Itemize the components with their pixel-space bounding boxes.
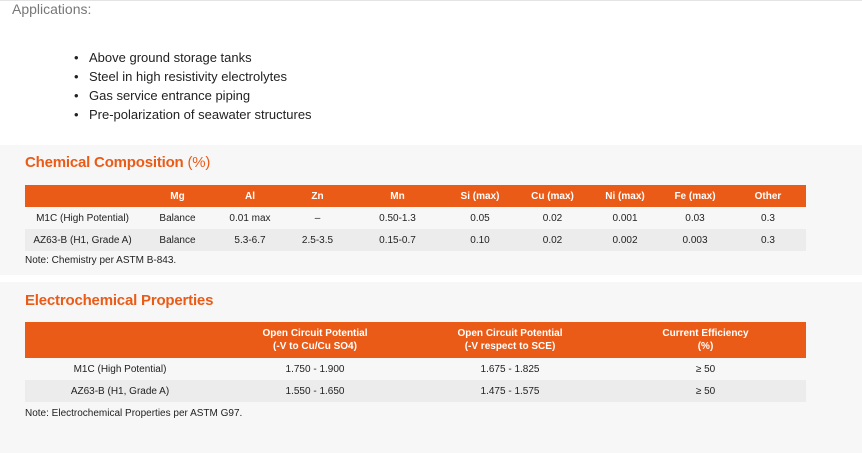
list-item: Pre-polarization of seawater structures [73,105,312,124]
top-divider [0,0,862,1]
list-item: Above ground storage tanks [73,48,312,67]
section-title: Electrochemical Properties [25,292,214,309]
electrochemical-properties-table: Open Circuit Potential (-V to Cu/Cu SO4)… [25,322,806,402]
table-row: AZ63-B (H1, Grade A) 1.550 - 1.650 1.475… [25,380,806,402]
electrochemical-note: Note: Electrochemical Properties per AST… [25,408,243,419]
table-cell: 1.675 - 1.825 [415,358,605,380]
column-header: Ni (max) [590,185,660,207]
column-header [25,185,140,207]
table-header-row: Open Circuit Potential (-V to Cu/Cu SO4)… [25,322,806,358]
column-header: Al [215,185,285,207]
column-header [25,322,215,358]
chemical-title-text: Chemical Composition [25,154,184,171]
table-cell: 0.05 [445,207,515,229]
column-header: Open Circuit Potential (-V respect to SC… [415,322,605,358]
table-cell: Balance [140,207,215,229]
column-header-line: Open Circuit Potential [457,328,563,339]
table-cell: 0.03 [660,207,730,229]
table-cell: 0.01 max [215,207,285,229]
electrochemical-properties-section: Electrochemical Properties Open Circuit … [0,282,862,453]
column-header-line: (%) [697,341,714,352]
table-cell: 0.02 [515,229,590,251]
table-cell: ≥ 50 [605,380,806,402]
table-cell: 0.15-0.7 [350,229,445,251]
table-cell: 0.001 [590,207,660,229]
column-header: Zn [285,185,350,207]
table-row: M1C (High Potential) 1.750 - 1.900 1.675… [25,358,806,380]
chemical-note: Note: Chemistry per ASTM B-843. [25,255,177,266]
applications-list: Above ground storage tanks Steel in high… [73,48,312,124]
column-header: Fe (max) [660,185,730,207]
column-header-line: (-V to Cu/Cu SO4) [273,341,357,352]
table-row: M1C (High Potential) Balance 0.01 max – … [25,207,806,229]
list-item: Steel in high resistivity electrolytes [73,67,312,86]
column-header-line: Current Efficiency [662,328,749,339]
table-cell: 0.02 [515,207,590,229]
table-cell: 1.550 - 1.650 [215,380,415,402]
table-cell: 1.475 - 1.575 [415,380,605,402]
column-header-line: Open Circuit Potential [262,328,368,339]
column-header: Cu (max) [515,185,590,207]
column-header: Current Efficiency (%) [605,322,806,358]
column-header: Other [730,185,806,207]
table-cell: AZ63-B (H1, Grade A) [25,380,215,402]
chemical-composition-table: Mg Al Zn Mn Si (max) Cu (max) Ni (max) F… [25,185,806,251]
applications-label: Applications: [12,1,92,17]
table-row: AZ63-B (H1, Grade A) Balance 5.3-6.7 2.5… [25,229,806,251]
column-header: Open Circuit Potential (-V to Cu/Cu SO4) [215,322,415,358]
table-cell: 2.5-3.5 [285,229,350,251]
table-cell: 0.50-1.3 [350,207,445,229]
table-cell: AZ63-B (H1, Grade A) [25,229,140,251]
list-item: Gas service entrance piping [73,86,312,105]
column-header: Mn [350,185,445,207]
table-cell: M1C (High Potential) [25,207,140,229]
table-cell: ≥ 50 [605,358,806,380]
chemical-composition-section: Chemical Composition (%) Mg Al Zn Mn Si … [0,145,862,275]
table-cell: M1C (High Potential) [25,358,215,380]
table-cell: 0.002 [590,229,660,251]
table-cell: 0.3 [730,207,806,229]
chemical-title-unit: (%) [187,154,211,171]
table-cell: 5.3-6.7 [215,229,285,251]
table-header-row: Mg Al Zn Mn Si (max) Cu (max) Ni (max) F… [25,185,806,207]
section-title: Chemical Composition (%) [25,154,210,171]
table-cell: – [285,207,350,229]
table-cell: 0.003 [660,229,730,251]
table-cell: 0.3 [730,229,806,251]
column-header: Mg [140,185,215,207]
column-header-line: (-V respect to SCE) [464,341,556,352]
table-cell: 0.10 [445,229,515,251]
table-cell: 1.750 - 1.900 [215,358,415,380]
column-header: Si (max) [445,185,515,207]
table-cell: Balance [140,229,215,251]
